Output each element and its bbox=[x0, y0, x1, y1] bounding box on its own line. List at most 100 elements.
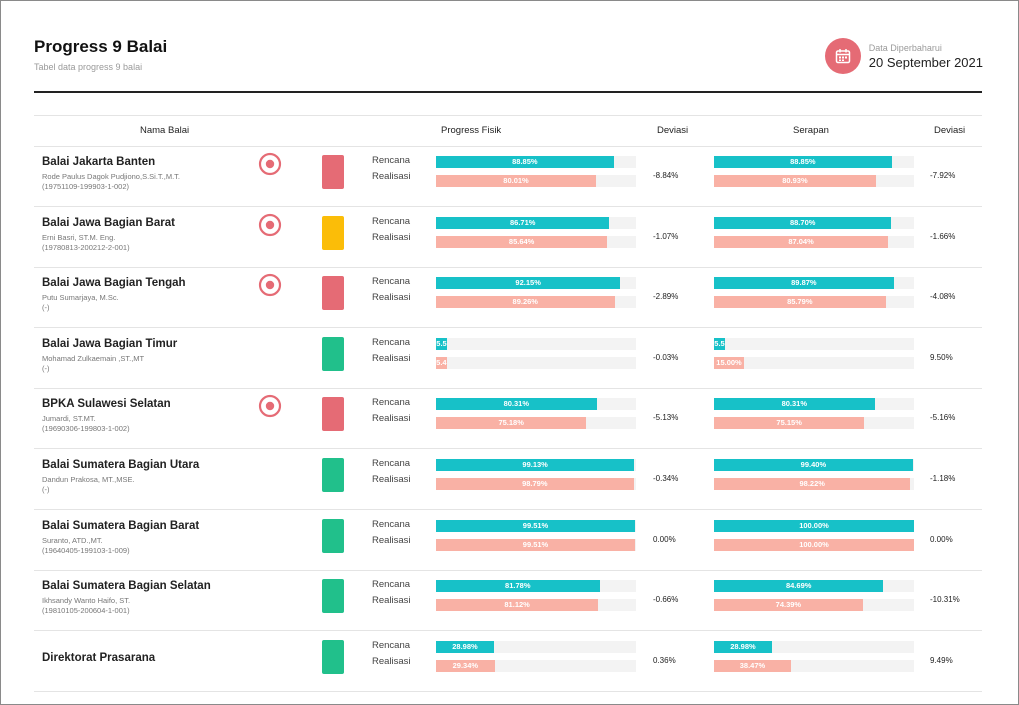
target-icon[interactable] bbox=[258, 152, 282, 176]
fisik-rencana-track: 99.13% bbox=[436, 459, 636, 471]
fisik-realisasi-bar: 98.79% bbox=[436, 478, 634, 490]
table-row: Balai Jakarta Banten Rode Paulus Dagok Pu… bbox=[34, 147, 982, 207]
serapan-rencana-track: 88.70% bbox=[714, 216, 914, 229]
realisasi-label: Realisasi bbox=[372, 352, 411, 364]
serapan-rencana-bar: 88.85% bbox=[714, 156, 892, 168]
fisik-realisasi-bar: 29.34% bbox=[436, 659, 495, 672]
serapan-rencana-track: 84.69% bbox=[714, 580, 914, 593]
rencana-label: Rencana bbox=[372, 336, 411, 348]
table-header: Nama Balai Progress Fisik Deviasi Serapa… bbox=[34, 115, 982, 147]
fisik-realisasi-track: 5.4 bbox=[436, 356, 636, 369]
serapan-realisasi-track: 85.79% bbox=[714, 296, 914, 309]
page-title: Progress 9 Balai bbox=[34, 37, 168, 56]
rencana-label: Rencana bbox=[372, 215, 411, 227]
column-deviasi-fisik: Deviasi bbox=[657, 125, 689, 136]
realisasi-label: Realisasi bbox=[372, 474, 411, 485]
serapan-realisasi-bar: 74.39% bbox=[714, 599, 863, 612]
rencana-label: Rencana bbox=[372, 155, 411, 166]
serapan-realisasi-bar: 38.47% bbox=[714, 659, 791, 672]
serapan-realisasi-track: 80.93% bbox=[714, 175, 914, 187]
balai-name: Balai Jawa Bagian Timur bbox=[42, 337, 178, 350]
serapan-rencana-track: 100.00% bbox=[714, 519, 914, 532]
serapan-realisasi-track: 87.04% bbox=[714, 235, 914, 248]
serapan-rencana-bar: 5.5 bbox=[714, 337, 725, 350]
serapan-rencana-bar: 99.40% bbox=[714, 459, 913, 471]
fisik-realisasi-track: 80.01% bbox=[436, 175, 636, 187]
balai-nip: (19810105-200604-1-001) bbox=[42, 606, 130, 616]
table-row: Balai Jawa Bagian Tengah Putu Sumarjaya, … bbox=[34, 268, 982, 329]
status-indicator-red bbox=[322, 397, 344, 432]
fisik-rencana-track: 92.15% bbox=[436, 277, 636, 290]
realisasi-label: Realisasi bbox=[372, 292, 411, 304]
fisik-deviasi: -5.13% bbox=[653, 413, 679, 423]
fisik-rencana-bar: 88.85% bbox=[436, 156, 614, 168]
realisasi-label: Realisasi bbox=[372, 413, 411, 425]
header-divider bbox=[34, 91, 982, 93]
fisik-deviasi: -2.89% bbox=[653, 292, 679, 302]
serapan-realisasi-bar: 85.79% bbox=[714, 296, 886, 309]
balai-nip: (19780813-200212-2-001) bbox=[42, 242, 130, 252]
updated-date: 20 September 2021 bbox=[868, 54, 983, 70]
balai-nip: (19751109-199903-1-002) bbox=[42, 182, 130, 191]
status-indicator-yellow bbox=[322, 215, 344, 250]
balai-pic: Mohamad Zulkaemain ,ST.,MT bbox=[42, 353, 145, 363]
serapan-realisasi-track: 15.00% bbox=[714, 356, 914, 369]
balai-pic: Ikhsandy Wanto Haifo, ST. bbox=[42, 596, 131, 606]
balai-pic: Dandun Prakosa, MT.,MSE. bbox=[42, 475, 135, 484]
update-info: Data Diperbaharui 20 September 2021 bbox=[824, 38, 983, 74]
fisik-rencana-track: 99.51% bbox=[436, 519, 636, 532]
fisik-deviasi: -0.34% bbox=[653, 474, 679, 483]
serapan-deviasi: 9.50% bbox=[930, 352, 953, 362]
fisik-deviasi: 0.00% bbox=[653, 534, 676, 544]
serapan-realisasi-track: 75.15% bbox=[714, 417, 914, 430]
fisik-rencana-track: 86.71% bbox=[436, 216, 636, 229]
balai-name: Balai Sumatera Bagian Utara bbox=[42, 459, 200, 471]
balai-name: Balai Sumatera Bagian Barat bbox=[42, 519, 200, 532]
serapan-realisasi-track: 98.22% bbox=[714, 478, 914, 490]
page-subtitle: Tabel data progress 9 balai bbox=[34, 62, 143, 72]
fisik-rencana-bar: 5.5 bbox=[436, 337, 447, 350]
serapan-deviasi: -7.92% bbox=[930, 171, 956, 180]
balai-name: Balai Jawa Bagian Tengah bbox=[42, 277, 186, 290]
serapan-deviasi: -1.66% bbox=[930, 231, 956, 241]
fisik-deviasi: -1.07% bbox=[653, 231, 679, 241]
calendar-icon bbox=[824, 38, 861, 74]
rencana-label: Rencana bbox=[372, 518, 411, 530]
serapan-realisasi-bar: 98.22% bbox=[714, 478, 911, 490]
table-row: Balai Jawa Bagian Timur Mohamad Zulkaemai… bbox=[34, 329, 982, 389]
table-row: Balai Jawa Bagian Barat Erni Basri, ST.M.… bbox=[34, 208, 982, 268]
target-icon[interactable] bbox=[258, 273, 282, 297]
table-row: Balai Sumatera Bagian Utara Dandun Prakos… bbox=[34, 450, 982, 510]
rencana-label: Rencana bbox=[372, 458, 411, 469]
fisik-realisasi-track: 29.34% bbox=[436, 659, 636, 672]
serapan-deviasi: 9.49% bbox=[930, 655, 953, 665]
serapan-rencana-track: 99.40% bbox=[714, 459, 914, 471]
serapan-rencana-track: 5.5 bbox=[714, 337, 914, 350]
serapan-rencana-bar: 80.31% bbox=[714, 398, 875, 411]
fisik-realisasi-bar: 75.18% bbox=[436, 417, 587, 430]
fisik-realisasi-bar: 80.01% bbox=[436, 175, 597, 187]
serapan-rencana-bar: 88.70% bbox=[714, 216, 892, 229]
realisasi-label: Realisasi bbox=[372, 171, 411, 182]
fisik-realisasi-bar: 85.64% bbox=[436, 235, 608, 248]
target-icon[interactable] bbox=[258, 394, 282, 418]
fisik-rencana-track: 28.98% bbox=[436, 640, 636, 653]
fisik-realisasi-bar: 99.51% bbox=[436, 538, 636, 551]
fisik-deviasi: -0.03% bbox=[653, 352, 679, 362]
serapan-realisasi-bar: 80.93% bbox=[714, 175, 876, 187]
balai-pic: Suranto, ATD.,MT. bbox=[42, 535, 103, 545]
fisik-rencana-bar: 92.15% bbox=[436, 277, 621, 290]
fisik-rencana-track: 80.31% bbox=[436, 398, 636, 411]
fisik-rencana-bar: 86.71% bbox=[436, 216, 610, 229]
fisik-realisasi-bar: 81.12% bbox=[436, 599, 599, 612]
status-indicator-green bbox=[322, 458, 344, 492]
fisik-realisasi-track: 99.51% bbox=[436, 538, 636, 551]
fisik-realisasi-track: 81.12% bbox=[436, 599, 636, 612]
fisik-realisasi-bar: 5.4 bbox=[436, 356, 447, 369]
fisik-realisasi-track: 85.64% bbox=[436, 235, 636, 248]
target-icon[interactable] bbox=[258, 213, 282, 237]
column-serapan: Serapan bbox=[793, 125, 829, 136]
balai-name: Balai Jakarta Banten bbox=[42, 156, 156, 168]
fisik-rencana-bar: 99.13% bbox=[436, 459, 635, 471]
status-indicator-green bbox=[322, 639, 344, 674]
